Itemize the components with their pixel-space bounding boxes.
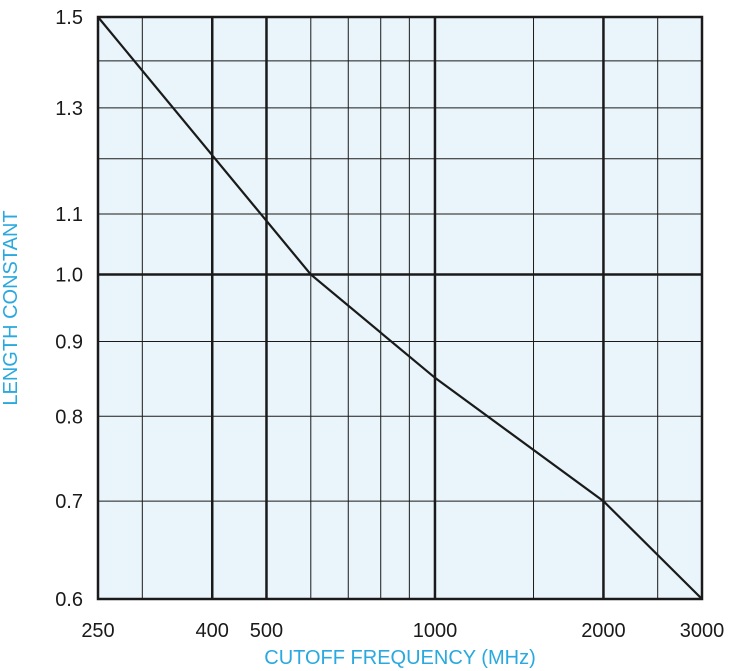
x-tick-label: 3000	[680, 620, 725, 642]
y-axis-title: LENGTH CONSTANT	[0, 210, 22, 405]
x-tick-label: 2000	[581, 620, 626, 642]
major-grid	[98, 17, 702, 599]
x-tick-labels: 250 400 500 1000 2000 3000	[81, 620, 724, 642]
plot-frame	[96, 15, 704, 601]
y-tick-label: 1.5	[55, 7, 83, 29]
y-tick-label: 0.9	[55, 331, 83, 353]
series-line-0	[97, 16, 703, 600]
x-axis-title: CUTOFF FREQUENCY (MHz)	[264, 647, 535, 669]
y-tick-label: 0.7	[55, 491, 83, 513]
minor-grid	[98, 17, 702, 599]
y-tick-label: 1.3	[55, 98, 83, 120]
x-tick-label: 250	[81, 620, 114, 642]
x-tick-label: 500	[250, 620, 283, 642]
y-tick-label: 1.0	[55, 265, 83, 287]
plot-area-background	[98, 17, 702, 599]
y-tick-label: 1.1	[55, 204, 83, 226]
y-tick-labels: 1.5 1.3 1.1 1.0 0.9 0.8 0.7 0.6	[55, 7, 83, 611]
x-tick-label: 1000	[413, 620, 458, 642]
x-tick-label: 400	[196, 620, 229, 642]
series-layer	[97, 16, 703, 600]
y-tick-label: 0.8	[55, 406, 83, 428]
y-tick-label: 0.6	[55, 589, 83, 611]
